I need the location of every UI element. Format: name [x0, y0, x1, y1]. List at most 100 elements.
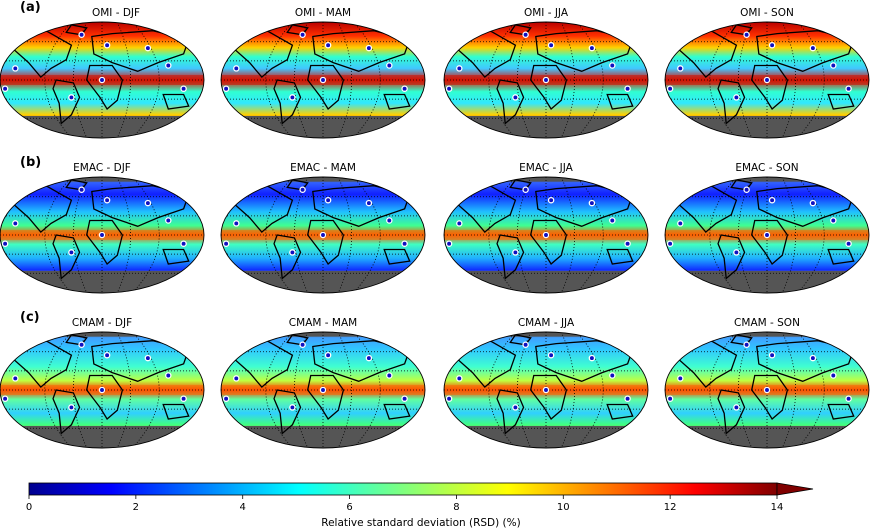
station-marker [12, 220, 19, 227]
station-marker [512, 249, 519, 256]
station-marker [299, 31, 306, 39]
coastline [535, 30, 634, 72]
missing-data-region [221, 177, 425, 182]
station-marker [445, 240, 453, 247]
station-marker [68, 94, 75, 101]
station-marker [763, 231, 771, 239]
station-marker [175, 120, 182, 127]
map-outline [664, 21, 870, 139]
station-marker [522, 186, 529, 194]
station-marker [78, 341, 85, 349]
panel-title: OMI - JJA [524, 7, 569, 19]
station-marker [845, 395, 852, 402]
coastline [756, 30, 855, 72]
map-panel [665, 177, 869, 293]
station-marker [609, 62, 616, 69]
station-marker [68, 404, 75, 411]
coastline [827, 403, 855, 420]
station-marker [396, 430, 403, 437]
station-marker [98, 386, 106, 394]
station-marker [588, 44, 596, 52]
panel-title: OMI - MAM [295, 7, 351, 19]
station-marker [324, 351, 332, 359]
station-marker [763, 76, 771, 84]
coastline [674, 340, 738, 389]
map-panel [444, 177, 648, 293]
map-panel [665, 22, 869, 138]
coastline [312, 340, 411, 382]
station-marker [542, 386, 550, 394]
missing-data-region [221, 332, 425, 337]
colorbar-label: Relative standard deviation (RSD) (%) [321, 517, 520, 529]
coastline [273, 234, 302, 280]
station-marker [666, 240, 674, 247]
station-marker [456, 65, 463, 72]
station-marker [299, 341, 306, 349]
coastline [52, 79, 81, 125]
coastline [230, 340, 294, 389]
coastline [827, 93, 855, 110]
station-marker [222, 240, 230, 247]
coastline [91, 340, 190, 382]
station-marker [289, 249, 296, 256]
station-marker [396, 120, 403, 127]
station-marker [677, 375, 684, 382]
coastline [9, 340, 73, 389]
coastline [535, 340, 634, 382]
station-marker [809, 354, 817, 362]
station-marker [175, 275, 182, 282]
map-panel [221, 332, 425, 448]
coastline [606, 403, 634, 420]
coastline [453, 185, 517, 234]
coastline [9, 185, 73, 234]
coastline [535, 185, 634, 227]
station-marker [165, 217, 172, 224]
map-outline [0, 21, 205, 139]
station-marker [324, 41, 332, 49]
station-marker [763, 386, 771, 394]
coastline [86, 64, 124, 110]
coastline [383, 248, 411, 265]
coastline [496, 389, 525, 435]
map-panel [0, 177, 204, 293]
station-marker [144, 44, 152, 52]
colorbar-tick-label: 2 [133, 502, 139, 513]
coastline [307, 374, 345, 420]
station-marker [743, 341, 750, 349]
map-outline [443, 331, 649, 449]
station-marker [68, 249, 75, 256]
coastline [674, 30, 738, 79]
station-marker [609, 217, 616, 224]
map-outline [664, 331, 870, 449]
coastline [273, 389, 302, 435]
colorbar-tick-label: 12 [664, 502, 677, 513]
coastline [453, 340, 517, 389]
coastline [717, 234, 746, 280]
station-marker [456, 220, 463, 227]
station-marker [677, 65, 684, 72]
station-marker [809, 199, 817, 207]
station-marker [180, 240, 187, 247]
station-marker [299, 186, 306, 194]
coastline [606, 93, 634, 110]
map-outline [443, 176, 649, 294]
station-marker [386, 217, 393, 224]
station-marker [456, 375, 463, 382]
station-marker [386, 62, 393, 69]
station-marker [1, 85, 9, 92]
station-marker [365, 354, 373, 362]
station-marker [733, 94, 740, 101]
coastline [307, 219, 345, 265]
coastline [91, 30, 190, 72]
station-marker [365, 199, 373, 207]
map-panel [221, 177, 425, 293]
station-marker [768, 196, 776, 204]
panel-title: EMAC - JJA [519, 162, 573, 174]
station-marker [733, 249, 740, 256]
panel-title: CMAM - SON [734, 317, 800, 329]
panel-title: EMAC - MAM [290, 162, 356, 174]
colorbar-tick-label: 6 [346, 502, 352, 513]
station-marker [830, 372, 837, 379]
station-marker [1, 395, 9, 402]
coastline [383, 403, 411, 420]
